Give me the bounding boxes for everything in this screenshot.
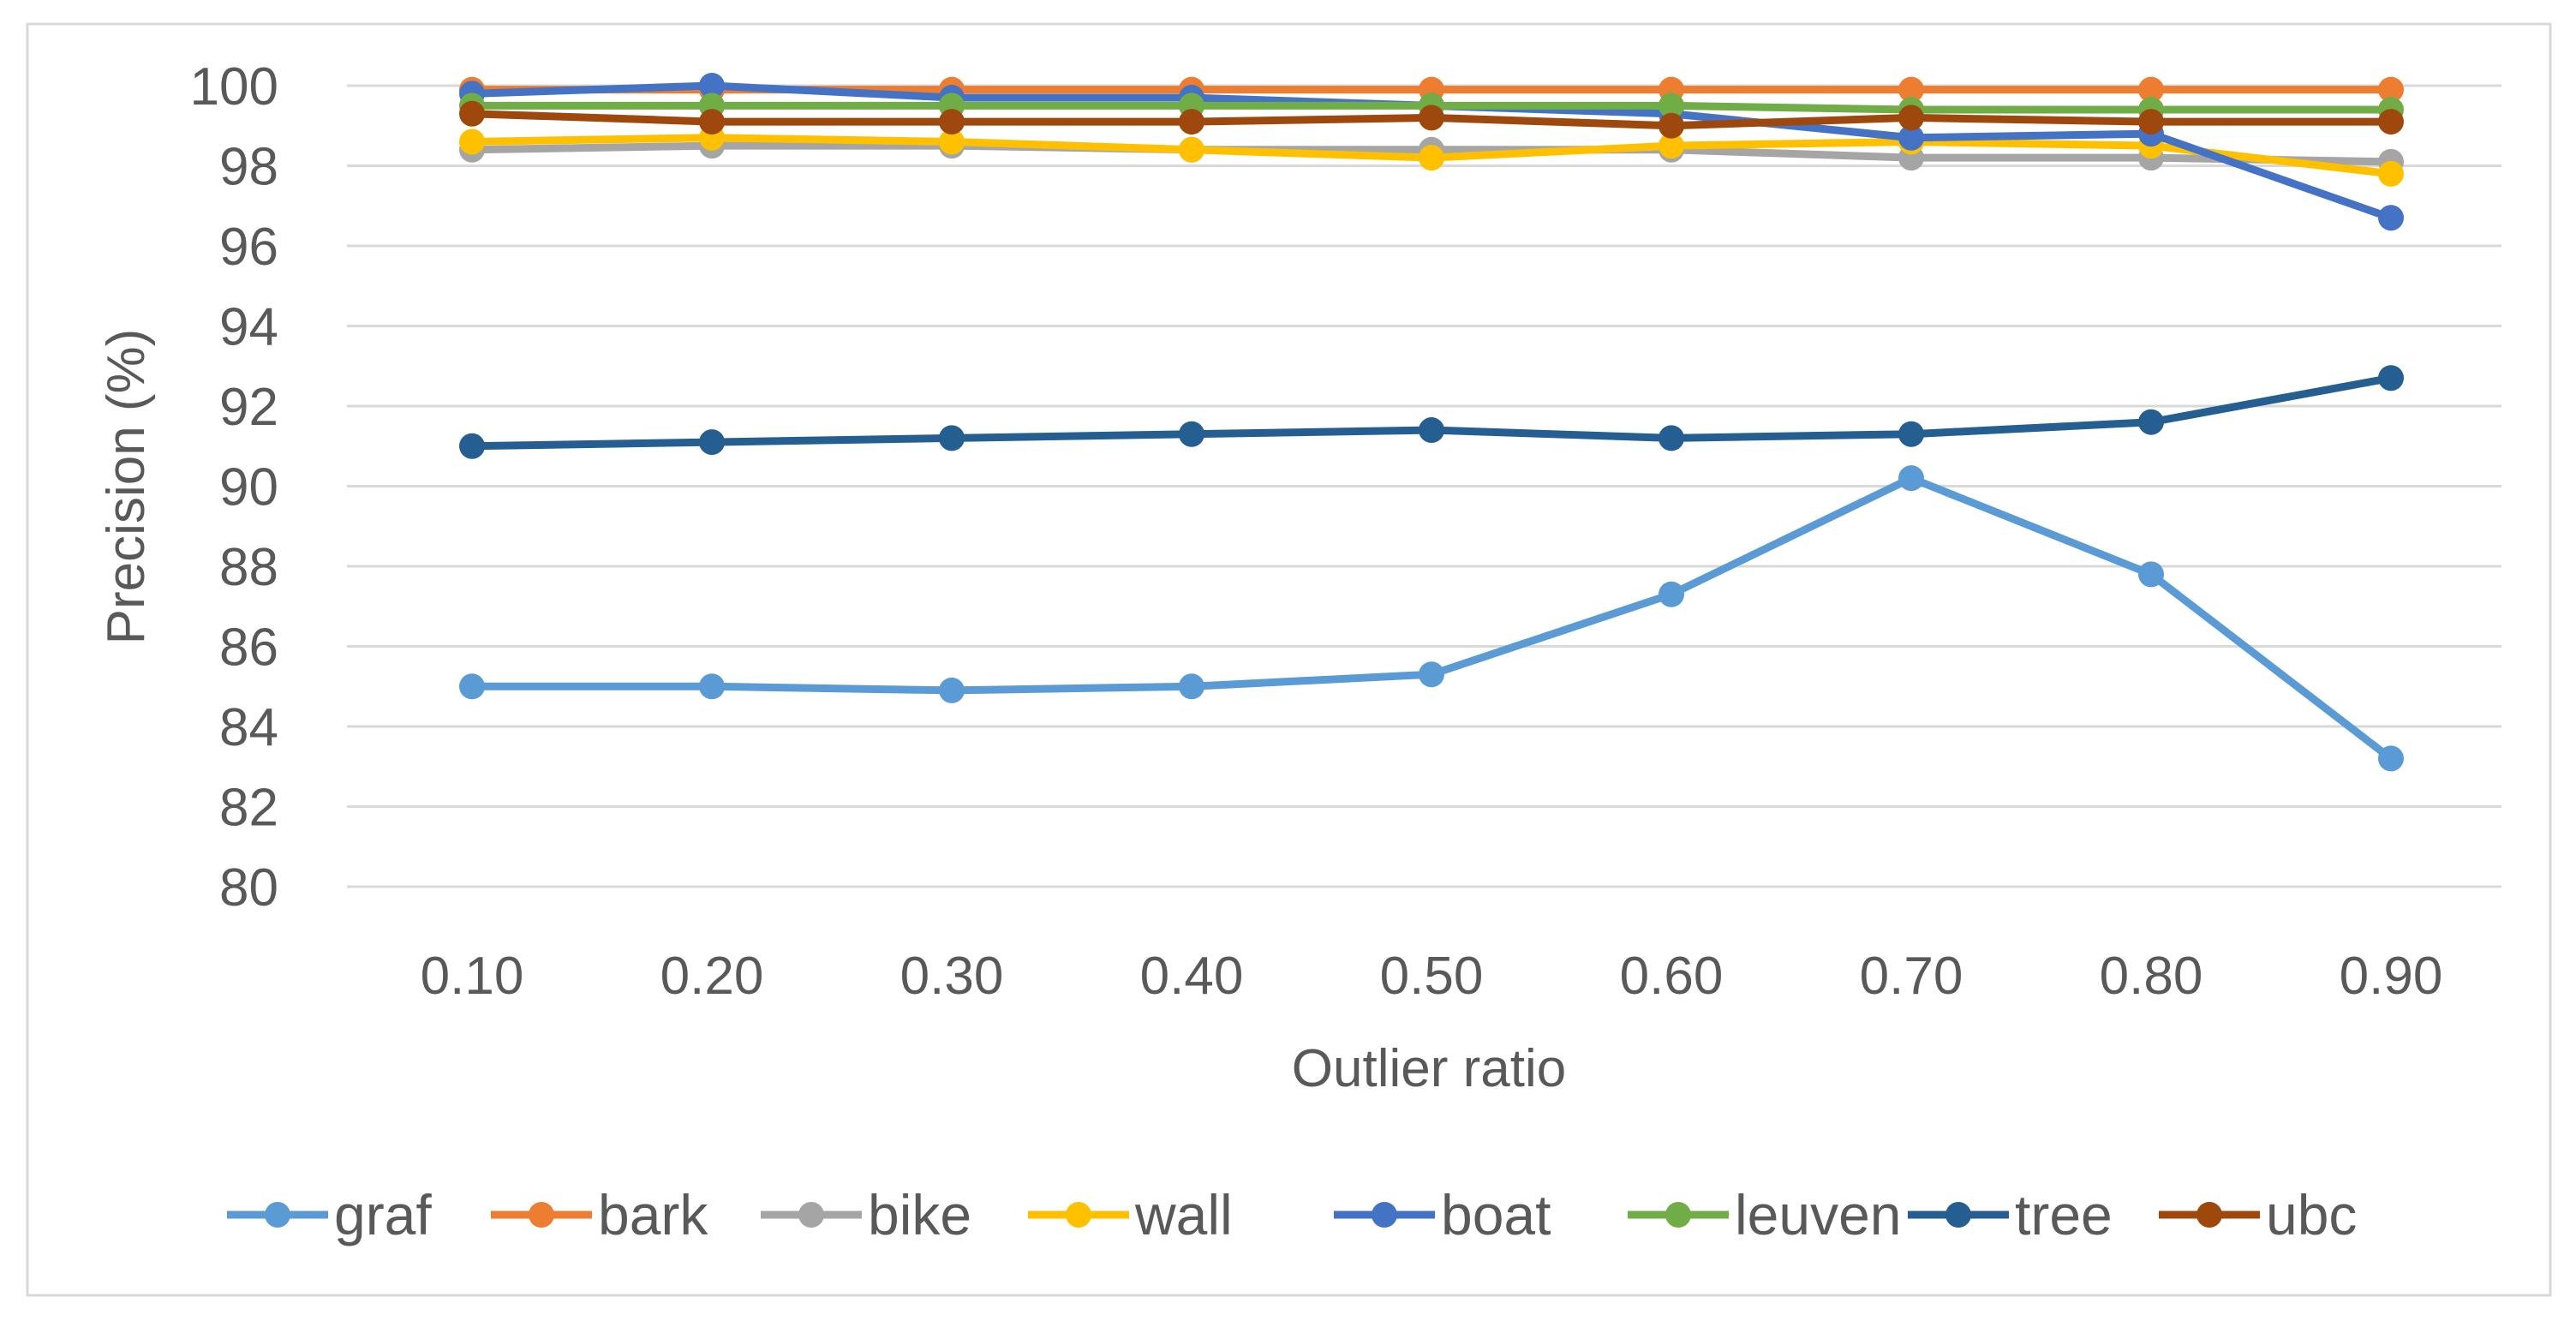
data-point-boat <box>2378 205 2404 231</box>
legend-swatch-marker <box>798 1202 824 1228</box>
data-point-ubc <box>1179 109 1204 135</box>
data-point-ubc <box>2378 109 2404 135</box>
y-tick-label: 98 <box>219 138 278 197</box>
data-point-wall <box>1179 136 1204 163</box>
data-point-ubc <box>939 109 965 135</box>
data-point-bark <box>2378 76 2404 103</box>
x-tick-label: 0.80 <box>2100 947 2203 1006</box>
data-point-wall <box>939 129 965 155</box>
y-tick-label: 100 <box>190 57 278 117</box>
data-point-graf <box>2378 745 2404 772</box>
x-tick-label: 0.90 <box>2340 947 2443 1006</box>
legend-label: bike <box>868 1183 971 1246</box>
legend-swatch-marker <box>1066 1202 1091 1228</box>
legend-item-ubc: ubc <box>2159 1183 2357 1246</box>
data-point-ubc <box>459 100 485 127</box>
x-tick-label: 0.10 <box>421 947 524 1006</box>
data-point-graf <box>699 673 725 700</box>
y-tick-label: 82 <box>219 779 278 838</box>
legend-swatch-marker <box>1665 1202 1691 1228</box>
x-tick-label: 0.50 <box>1380 947 1484 1006</box>
x-tick-label: 0.40 <box>1140 947 1244 1006</box>
data-point-graf <box>2138 561 2164 588</box>
legend-item-graf: graf <box>227 1183 432 1246</box>
data-point-bark <box>2138 76 2164 103</box>
legend-item-tree: tree <box>1908 1183 2113 1246</box>
legend-item-bike: bike <box>761 1183 971 1246</box>
data-point-wall <box>2378 160 2404 187</box>
legend: graf bark bike wall boat leuven tree ubc <box>227 1183 2357 1246</box>
data-point-ubc <box>1419 105 1444 131</box>
data-point-tree <box>459 433 485 459</box>
y-tick-label: 92 <box>219 378 278 437</box>
data-point-tree <box>699 429 725 456</box>
legend-item-boat: boat <box>1334 1183 1551 1246</box>
data-point-graf <box>1898 465 1924 492</box>
chart-border <box>26 22 2552 1297</box>
data-point-wall <box>1659 133 1684 159</box>
series-ubc <box>459 100 2404 139</box>
data-point-tree <box>939 425 965 451</box>
x-axis-ticks: 0.10 0.20 0.30 0.40 0.50 0.60 0.70 0.80 0.90 <box>421 947 2443 1006</box>
legend-label: wall <box>1134 1183 1233 1246</box>
legend-label: ubc <box>2266 1183 2357 1246</box>
data-point-graf <box>1179 673 1204 700</box>
data-point-graf <box>939 677 965 703</box>
legend-label: leuven <box>1735 1183 1902 1246</box>
data-point-boat <box>699 73 725 99</box>
legend-swatch-marker <box>265 1202 290 1228</box>
y-tick-label: 96 <box>219 218 278 277</box>
legend-item-wall: wall <box>1028 1183 1233 1246</box>
series-tree <box>459 365 2404 459</box>
y-tick-label: 88 <box>219 538 278 597</box>
data-point-tree <box>1179 421 1204 447</box>
data-point-tree <box>1898 421 1924 447</box>
legend-swatch-marker <box>1945 1202 1971 1228</box>
data-point-ubc <box>1659 112 1684 139</box>
legend-item-bark: bark <box>491 1183 708 1246</box>
legend-label: graf <box>334 1183 432 1246</box>
legend-swatch-marker <box>2196 1202 2222 1228</box>
data-point-graf <box>1419 661 1444 688</box>
legend-label: tree <box>2015 1183 2113 1246</box>
data-point-tree <box>1419 417 1444 444</box>
data-point-graf <box>1659 581 1684 607</box>
legend-label: boat <box>1441 1183 1551 1246</box>
x-axis-title: Outlier ratio <box>1292 1039 1566 1098</box>
data-point-graf <box>459 673 485 700</box>
y-tick-label: 90 <box>219 458 278 517</box>
data-point-ubc <box>1898 105 1924 131</box>
y-tick-label: 86 <box>219 619 278 678</box>
data-point-tree <box>2138 409 2164 435</box>
legend-item-leuven: leuven <box>1628 1183 1902 1246</box>
x-tick-label: 0.30 <box>900 947 1004 1006</box>
y-axis-ticks: 80 82 84 86 88 90 92 94 96 98 100 <box>190 57 278 918</box>
data-point-bark <box>1898 76 1924 103</box>
x-tick-label: 0.20 <box>660 947 764 1006</box>
y-tick-label: 80 <box>219 858 278 918</box>
data-point-ubc <box>2138 109 2164 135</box>
data-point-tree <box>1659 425 1684 451</box>
series-lines <box>459 73 2404 772</box>
series-graf <box>459 465 2404 772</box>
legend-swatch-marker <box>529 1202 554 1228</box>
data-point-wall <box>459 129 485 155</box>
data-point-ubc <box>699 109 725 135</box>
data-point-wall <box>1419 145 1444 171</box>
y-tick-label: 94 <box>219 298 278 357</box>
x-tick-label: 0.60 <box>1620 947 1724 1006</box>
data-point-leuven <box>1659 93 1684 119</box>
x-tick-label: 0.70 <box>1860 947 1963 1006</box>
data-point-boat <box>1898 124 1924 151</box>
data-point-tree <box>2378 365 2404 392</box>
legend-swatch-marker <box>1372 1202 1397 1228</box>
legend-label: bark <box>598 1183 708 1246</box>
y-axis-title: Precision (%) <box>97 329 156 645</box>
y-tick-label: 84 <box>219 698 278 757</box>
